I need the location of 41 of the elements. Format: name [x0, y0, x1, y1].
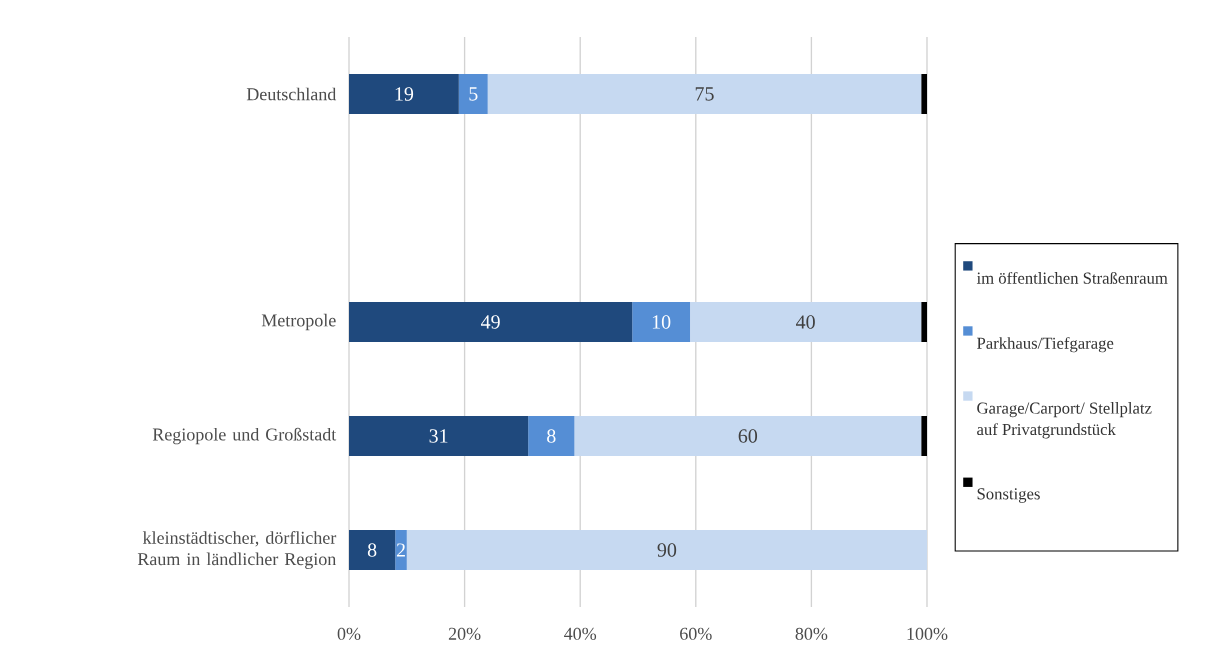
data-label: 49: [481, 315, 500, 329]
bar: [921, 415, 927, 456]
y-tick-label: Metropole: [261, 313, 336, 330]
data-label: 8: [367, 543, 377, 557]
data-label: 10: [652, 315, 671, 329]
data-label: 75: [695, 87, 714, 101]
bar: [690, 301, 922, 342]
bar: [395, 529, 407, 570]
bar: [349, 529, 396, 570]
x-tick-label: 80%: [795, 627, 828, 640]
legend-label: Garage/Carport/ Stellplatz auf Privatgrundstück: [977, 401, 1152, 439]
bar: [487, 73, 922, 114]
x-tick-label: 20%: [448, 627, 481, 640]
x-tick-label: 40%: [564, 627, 597, 640]
y-tick-label: kleinstädtischer, dörflicher Raum in ländlicher Region: [137, 530, 337, 569]
x-tick-label: 60%: [680, 627, 712, 640]
bar: [406, 529, 927, 570]
legend-label: Sonstiges: [977, 488, 1040, 503]
data-label: 31: [429, 429, 448, 443]
data-label: 2: [396, 543, 405, 557]
legend-label: Parkhaus/Tiefgarage: [977, 336, 1114, 353]
bar: [458, 73, 488, 114]
bar: [921, 301, 927, 342]
bar: [921, 73, 927, 114]
x-tick-label: 0%: [337, 627, 361, 640]
legend-label: im öffentlichen Straßenraum: [976, 271, 1168, 284]
data-label: 90: [657, 543, 677, 557]
data-label: 8: [547, 429, 556, 443]
x-tick-label: 100%: [907, 627, 948, 640]
data-label: 5: [469, 87, 478, 101]
y-tick-label: Regiopole und Großstadt: [152, 427, 337, 445]
bar: [528, 415, 575, 456]
y-tick-label: Deutschland: [246, 87, 337, 101]
bar: [349, 415, 529, 456]
bar: [574, 415, 922, 456]
bar: [349, 73, 459, 114]
data-label: 60: [738, 429, 758, 443]
data-label: 40: [796, 315, 815, 329]
bar: [349, 301, 633, 342]
bar: [632, 301, 691, 342]
data-label: 19: [395, 87, 414, 101]
